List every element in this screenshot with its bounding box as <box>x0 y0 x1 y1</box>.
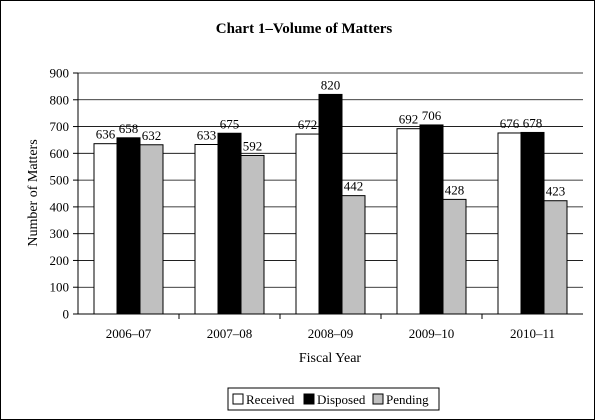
data-label: 675 <box>220 116 240 131</box>
data-label: 428 <box>445 182 465 197</box>
x-tick-label: 2006–07 <box>106 326 152 341</box>
y-tick-label: 200 <box>50 253 70 268</box>
bar-pending <box>240 154 265 315</box>
legend-label-received: Received <box>246 392 295 407</box>
bar-disposed <box>419 124 444 315</box>
bar-received <box>93 143 118 315</box>
x-tick-label: 2007–08 <box>207 326 253 341</box>
legend-swatch-received <box>232 393 244 405</box>
bar-pending <box>442 198 467 315</box>
bar-disposed <box>520 131 545 315</box>
x-tick-label: 2008–09 <box>308 326 354 341</box>
y-tick-label: 900 <box>50 66 70 81</box>
legend-swatch-pending <box>372 393 384 405</box>
bar-received <box>497 132 522 315</box>
x-axis-ticks: 2006–07 2007–08 2008–09 2009–10 2010–11 <box>106 314 555 341</box>
bar-pending <box>341 195 366 315</box>
y-axis-ticks: 0 100 200 300 400 500 600 700 800 900 <box>50 66 78 322</box>
y-tick-label: 300 <box>50 226 70 241</box>
data-label: 672 <box>298 117 318 132</box>
y-axis-label: Number of Matters <box>26 139 41 246</box>
bar-disposed <box>116 137 141 315</box>
y-tick-label: 100 <box>50 280 70 295</box>
x-tick-label: 2009–10 <box>409 326 455 341</box>
data-label: 692 <box>399 112 419 127</box>
y-tick-label: 600 <box>50 146 70 161</box>
data-label: 633 <box>197 127 217 142</box>
data-label: 658 <box>119 121 139 136</box>
legend-box <box>227 387 440 411</box>
bars <box>93 93 568 315</box>
y-tick-label: 800 <box>50 92 70 107</box>
data-label: 592 <box>243 138 263 153</box>
y-tick-label: 400 <box>50 199 70 214</box>
data-label: 820 <box>321 77 341 92</box>
bar-disposed <box>318 93 343 315</box>
data-label: 423 <box>546 184 566 199</box>
legend-swatch-disposed <box>303 393 315 405</box>
bar-received <box>295 133 320 315</box>
bar-pending <box>543 200 568 315</box>
legend: Received Disposed Pending <box>227 387 440 411</box>
data-label: 676 <box>500 116 520 131</box>
y-tick-label: 500 <box>50 173 70 188</box>
x-tick-label: 2010–11 <box>510 326 555 341</box>
bar-pending <box>139 144 164 315</box>
bar-received <box>194 143 219 315</box>
y-tick-label: 0 <box>63 307 70 322</box>
bar-received <box>396 128 421 315</box>
y-tick-label: 700 <box>50 119 70 134</box>
data-label: 706 <box>422 108 442 123</box>
legend-label-pending: Pending <box>386 392 429 407</box>
x-axis-label: Fiscal Year <box>299 351 362 366</box>
data-label: 442 <box>344 179 364 194</box>
chart-title: Chart 1–Volume of Matters <box>216 21 393 37</box>
bar-disposed <box>217 132 242 315</box>
data-label: 632 <box>142 128 162 143</box>
legend-items: Received Disposed Pending <box>232 392 429 407</box>
data-label: 678 <box>523 115 543 130</box>
data-label: 636 <box>96 127 116 142</box>
legend-label-disposed: Disposed <box>317 392 366 407</box>
